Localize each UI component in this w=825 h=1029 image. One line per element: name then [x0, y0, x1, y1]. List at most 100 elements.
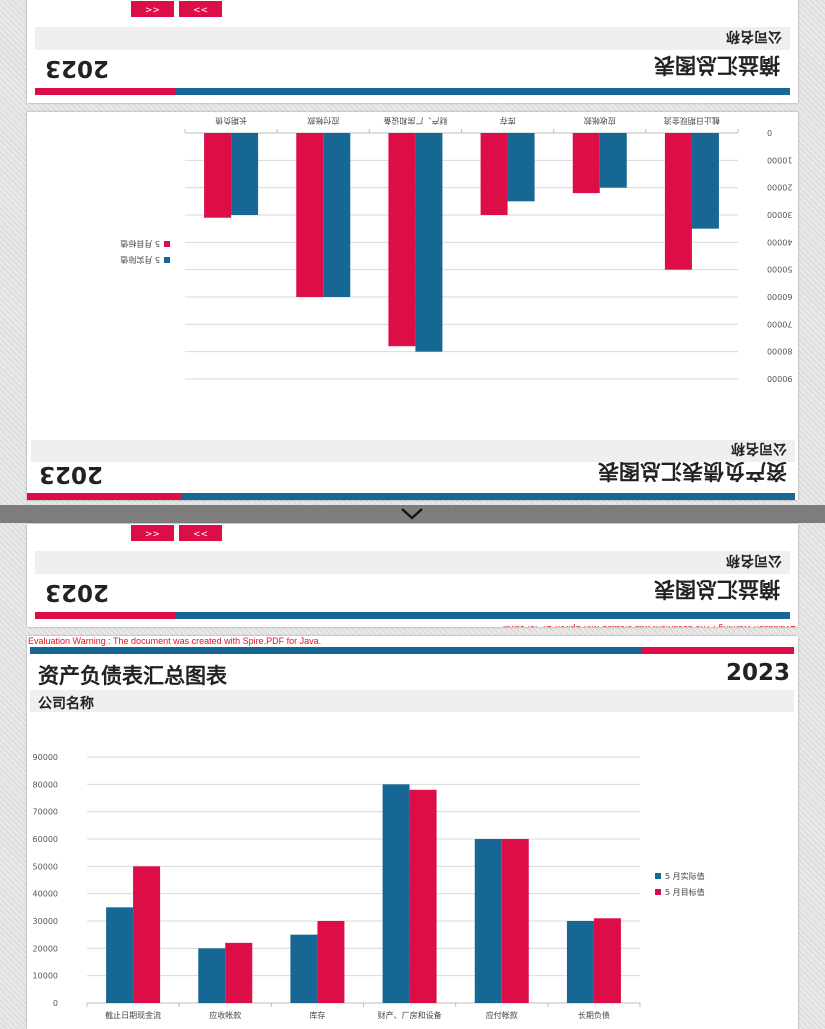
bar-0-3 [415, 133, 443, 352]
prev-page-button[interactable]: << [131, 525, 174, 541]
bar-1-3 [388, 133, 416, 347]
company-name: 公司名称 [726, 28, 782, 44]
next-page-button[interactable]: >> [179, 525, 222, 541]
legend-label-1: 5 月目标值 [120, 239, 160, 249]
evaluation-warning: Evaluation Warning : The document was cr… [503, 624, 796, 627]
y-tick-label: 60000 [33, 835, 58, 844]
x-tick-label: 应付帐款 [486, 1010, 518, 1020]
legend-swatch-1 [164, 241, 170, 247]
summary-title: 摘益汇总图表 [654, 577, 780, 601]
y-tick-label: 70000 [767, 319, 792, 328]
x-tick-label: 截止日期现金流 [105, 1010, 161, 1020]
legend-swatch-1 [655, 889, 661, 895]
header-bar-blue [30, 647, 642, 654]
y-tick-label: 80000 [767, 347, 792, 356]
bar-0-5 [231, 133, 259, 215]
bar-1-2 [317, 921, 345, 1003]
year-label: 2023 [45, 579, 110, 605]
x-tick-label: 长期负债 [215, 116, 247, 126]
company-name: 公司名称 [731, 440, 787, 456]
header-bar-blue [176, 612, 790, 619]
x-tick-label: 应收帐款 [584, 116, 616, 126]
header-bar-blue [176, 88, 790, 95]
legend-swatch-0 [164, 257, 170, 263]
header-bar-red [35, 612, 176, 619]
y-tick-label: 0 [53, 999, 58, 1008]
x-tick-label: 应收帐款 [209, 1010, 241, 1020]
bar-1-4 [296, 133, 324, 297]
y-tick-label: 40000 [767, 237, 792, 246]
prev-page-button[interactable]: << [131, 1, 174, 17]
y-tick-label: 0 [767, 128, 772, 137]
bar-1-3 [409, 789, 437, 1003]
bar-1-5 [204, 133, 232, 218]
legend-label-1: 5 月目标值 [665, 887, 705, 897]
y-tick-label: 60000 [767, 292, 792, 301]
summary-page-2: 摘益汇总图表 2023 公司名称 >> << Evaluation Warnin… [27, 524, 798, 627]
y-tick-label: 90000 [33, 753, 58, 762]
y-tick-label: 20000 [767, 183, 792, 192]
x-tick-label: 财产、厂房和设备 [378, 1010, 442, 1020]
balance-chart: 0 10000 20000 30000 40000 50000 60000 70000 8000… [33, 753, 705, 1020]
balance-chart-rotated: 0 10000 20000 30000 40000 50000 60000 70000 8000… [120, 116, 792, 383]
bar-0-2 [290, 934, 318, 1003]
year-label: 2023 [725, 660, 790, 686]
company-panel: 公司名称 [31, 440, 795, 462]
company-panel: 公司名称 [30, 690, 794, 712]
company-panel: 公司名称 [35, 27, 790, 50]
y-tick-label: 30000 [33, 917, 58, 926]
chart-page: Evaluation Warning : The document was cr… [27, 636, 798, 1029]
bar-0-0 [691, 133, 719, 229]
year-label: 2023 [39, 461, 104, 487]
y-tick-label: 40000 [33, 890, 58, 899]
bar-0-5 [566, 921, 594, 1003]
header-bar-red [27, 493, 181, 500]
bar-1-1 [225, 942, 253, 1003]
bar-0-1 [198, 948, 226, 1003]
legend-swatch-0 [655, 873, 661, 879]
header-bar-red [35, 88, 176, 95]
y-tick-label: 30000 [767, 210, 792, 219]
company-name: 公司名称 [38, 696, 94, 712]
next-page-button[interactable]: >> [179, 1, 222, 17]
bar-1-0 [664, 133, 692, 270]
summary-page-1: 摘益汇总图表 2023 公司名称 >> << [27, 0, 798, 103]
y-tick-label: 90000 [767, 374, 792, 383]
y-tick-label: 10000 [767, 155, 792, 164]
x-tick-label: 应付帐款 [307, 116, 339, 126]
company-name: 公司名称 [726, 552, 782, 568]
bar-0-0 [106, 907, 134, 1003]
y-tick-label: 80000 [33, 780, 58, 789]
x-tick-label: 库存 [309, 1010, 325, 1020]
bar-1-1 [572, 133, 600, 194]
chevron-down-icon[interactable] [400, 507, 424, 521]
page-divider [0, 505, 825, 523]
x-tick-label: 长期负债 [578, 1010, 610, 1020]
header-bar-blue [181, 493, 795, 500]
evaluation-warning: Evaluation Warning : The document was cr… [28, 636, 322, 646]
x-tick-label: 截止日期现金流 [664, 116, 720, 126]
bar-1-0 [133, 866, 161, 1003]
bar-1-5 [593, 918, 621, 1003]
bar-1-2 [480, 133, 508, 215]
header-bar-red [642, 647, 794, 654]
legend-label-0: 5 月实际值 [665, 871, 705, 881]
company-panel: 公司名称 [35, 551, 790, 574]
x-tick-label: 财产、厂房和设备 [383, 116, 447, 126]
summary-title: 摘益汇总图表 [654, 53, 780, 77]
legend-label-0: 5 月实际值 [120, 255, 160, 265]
bar-0-2 [507, 133, 535, 202]
y-tick-label: 10000 [33, 972, 58, 981]
year-label: 2023 [45, 55, 110, 81]
bar-0-1 [599, 133, 627, 188]
y-tick-label: 20000 [33, 944, 58, 953]
y-tick-label: 50000 [33, 862, 58, 871]
bar-0-4 [474, 839, 502, 1003]
bar-0-4 [323, 133, 351, 297]
bar-0-3 [382, 784, 410, 1003]
report-title: 资产负债表汇总图表 [38, 664, 227, 688]
bar-1-4 [501, 839, 529, 1003]
y-tick-label: 50000 [767, 265, 792, 274]
chart-page-rotated: 资产负债表汇总图表 2023 公司名称 0 10000 20000 30000 4000… [27, 112, 798, 500]
x-tick-label: 库存 [500, 116, 516, 126]
